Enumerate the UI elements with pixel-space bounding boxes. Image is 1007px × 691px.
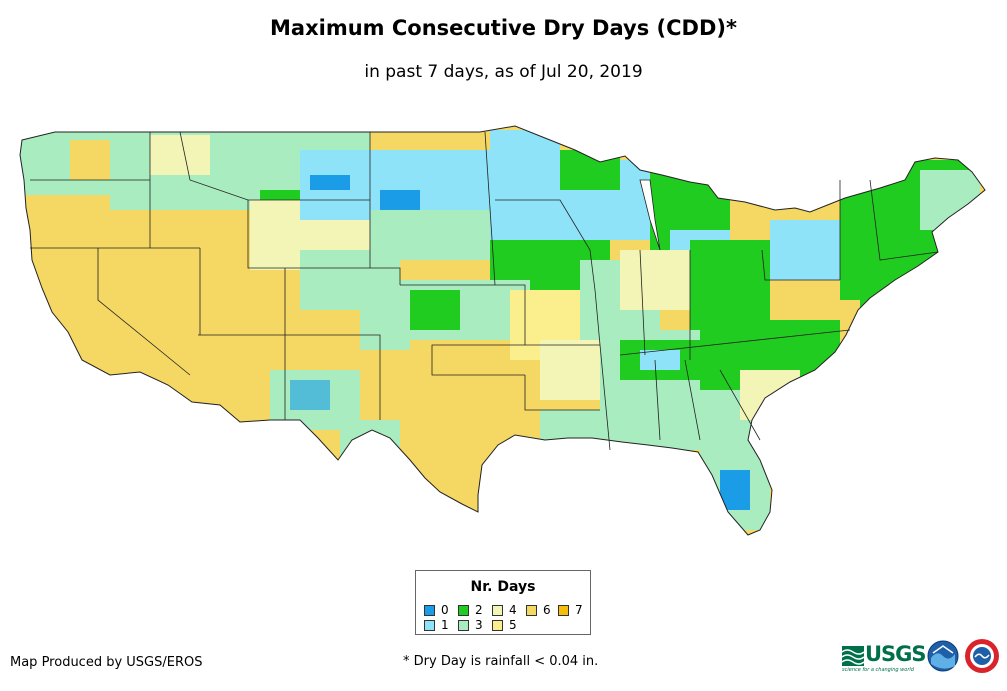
legend-swatch	[458, 620, 469, 631]
legend-label: 1	[441, 618, 449, 632]
legend-swatch	[526, 605, 537, 616]
legend-item: 7	[558, 603, 583, 617]
usgs-logo-text: USGS	[865, 642, 927, 666]
legend-label: 5	[509, 618, 517, 632]
legend-swatch	[558, 605, 569, 616]
nws-logo	[965, 639, 999, 673]
us-dry-days-map	[19, 125, 986, 536]
legend-item: 6	[526, 603, 551, 617]
legend-title: Nr. Days	[470, 579, 536, 595]
legend-swatch	[492, 620, 503, 631]
map-title: Maximum Consecutive Dry Days (CDD)*	[270, 16, 737, 40]
legend-swatch	[424, 605, 435, 616]
legend-swatch	[424, 620, 435, 631]
legend-label: 3	[475, 618, 483, 632]
legend-label: 2	[475, 603, 483, 617]
map-credit: Map Produced by USGS/EROS	[10, 655, 203, 670]
usgs-wave-icon	[842, 646, 864, 666]
legend-item: 2	[458, 603, 483, 617]
legend-label: 4	[509, 603, 517, 617]
dry-day-footnote: * Dry Day is rainfall < 0.04 in.	[403, 654, 599, 669]
legend-swatch	[492, 605, 503, 616]
usgs-tagline: science for a changing world	[842, 667, 914, 673]
legend-item: 0	[424, 603, 449, 617]
map-legend: Nr. Days 0 1 2 3 4 5 6 7	[415, 570, 591, 635]
legend-item: 3	[458, 618, 483, 632]
legend-label: 0	[441, 603, 449, 617]
legend-swatch	[458, 605, 469, 616]
legend-item: 5	[492, 618, 517, 632]
legend-item: 1	[424, 618, 449, 632]
legend-label: 6	[543, 603, 551, 617]
noaa-logo	[927, 640, 959, 672]
legend-item: 4	[492, 603, 517, 617]
agency-logos: USGS science for a changing world	[842, 638, 1007, 678]
legend-label: 7	[575, 603, 583, 617]
map-subtitle: in past 7 days, as of Jul 20, 2019	[364, 62, 643, 82]
